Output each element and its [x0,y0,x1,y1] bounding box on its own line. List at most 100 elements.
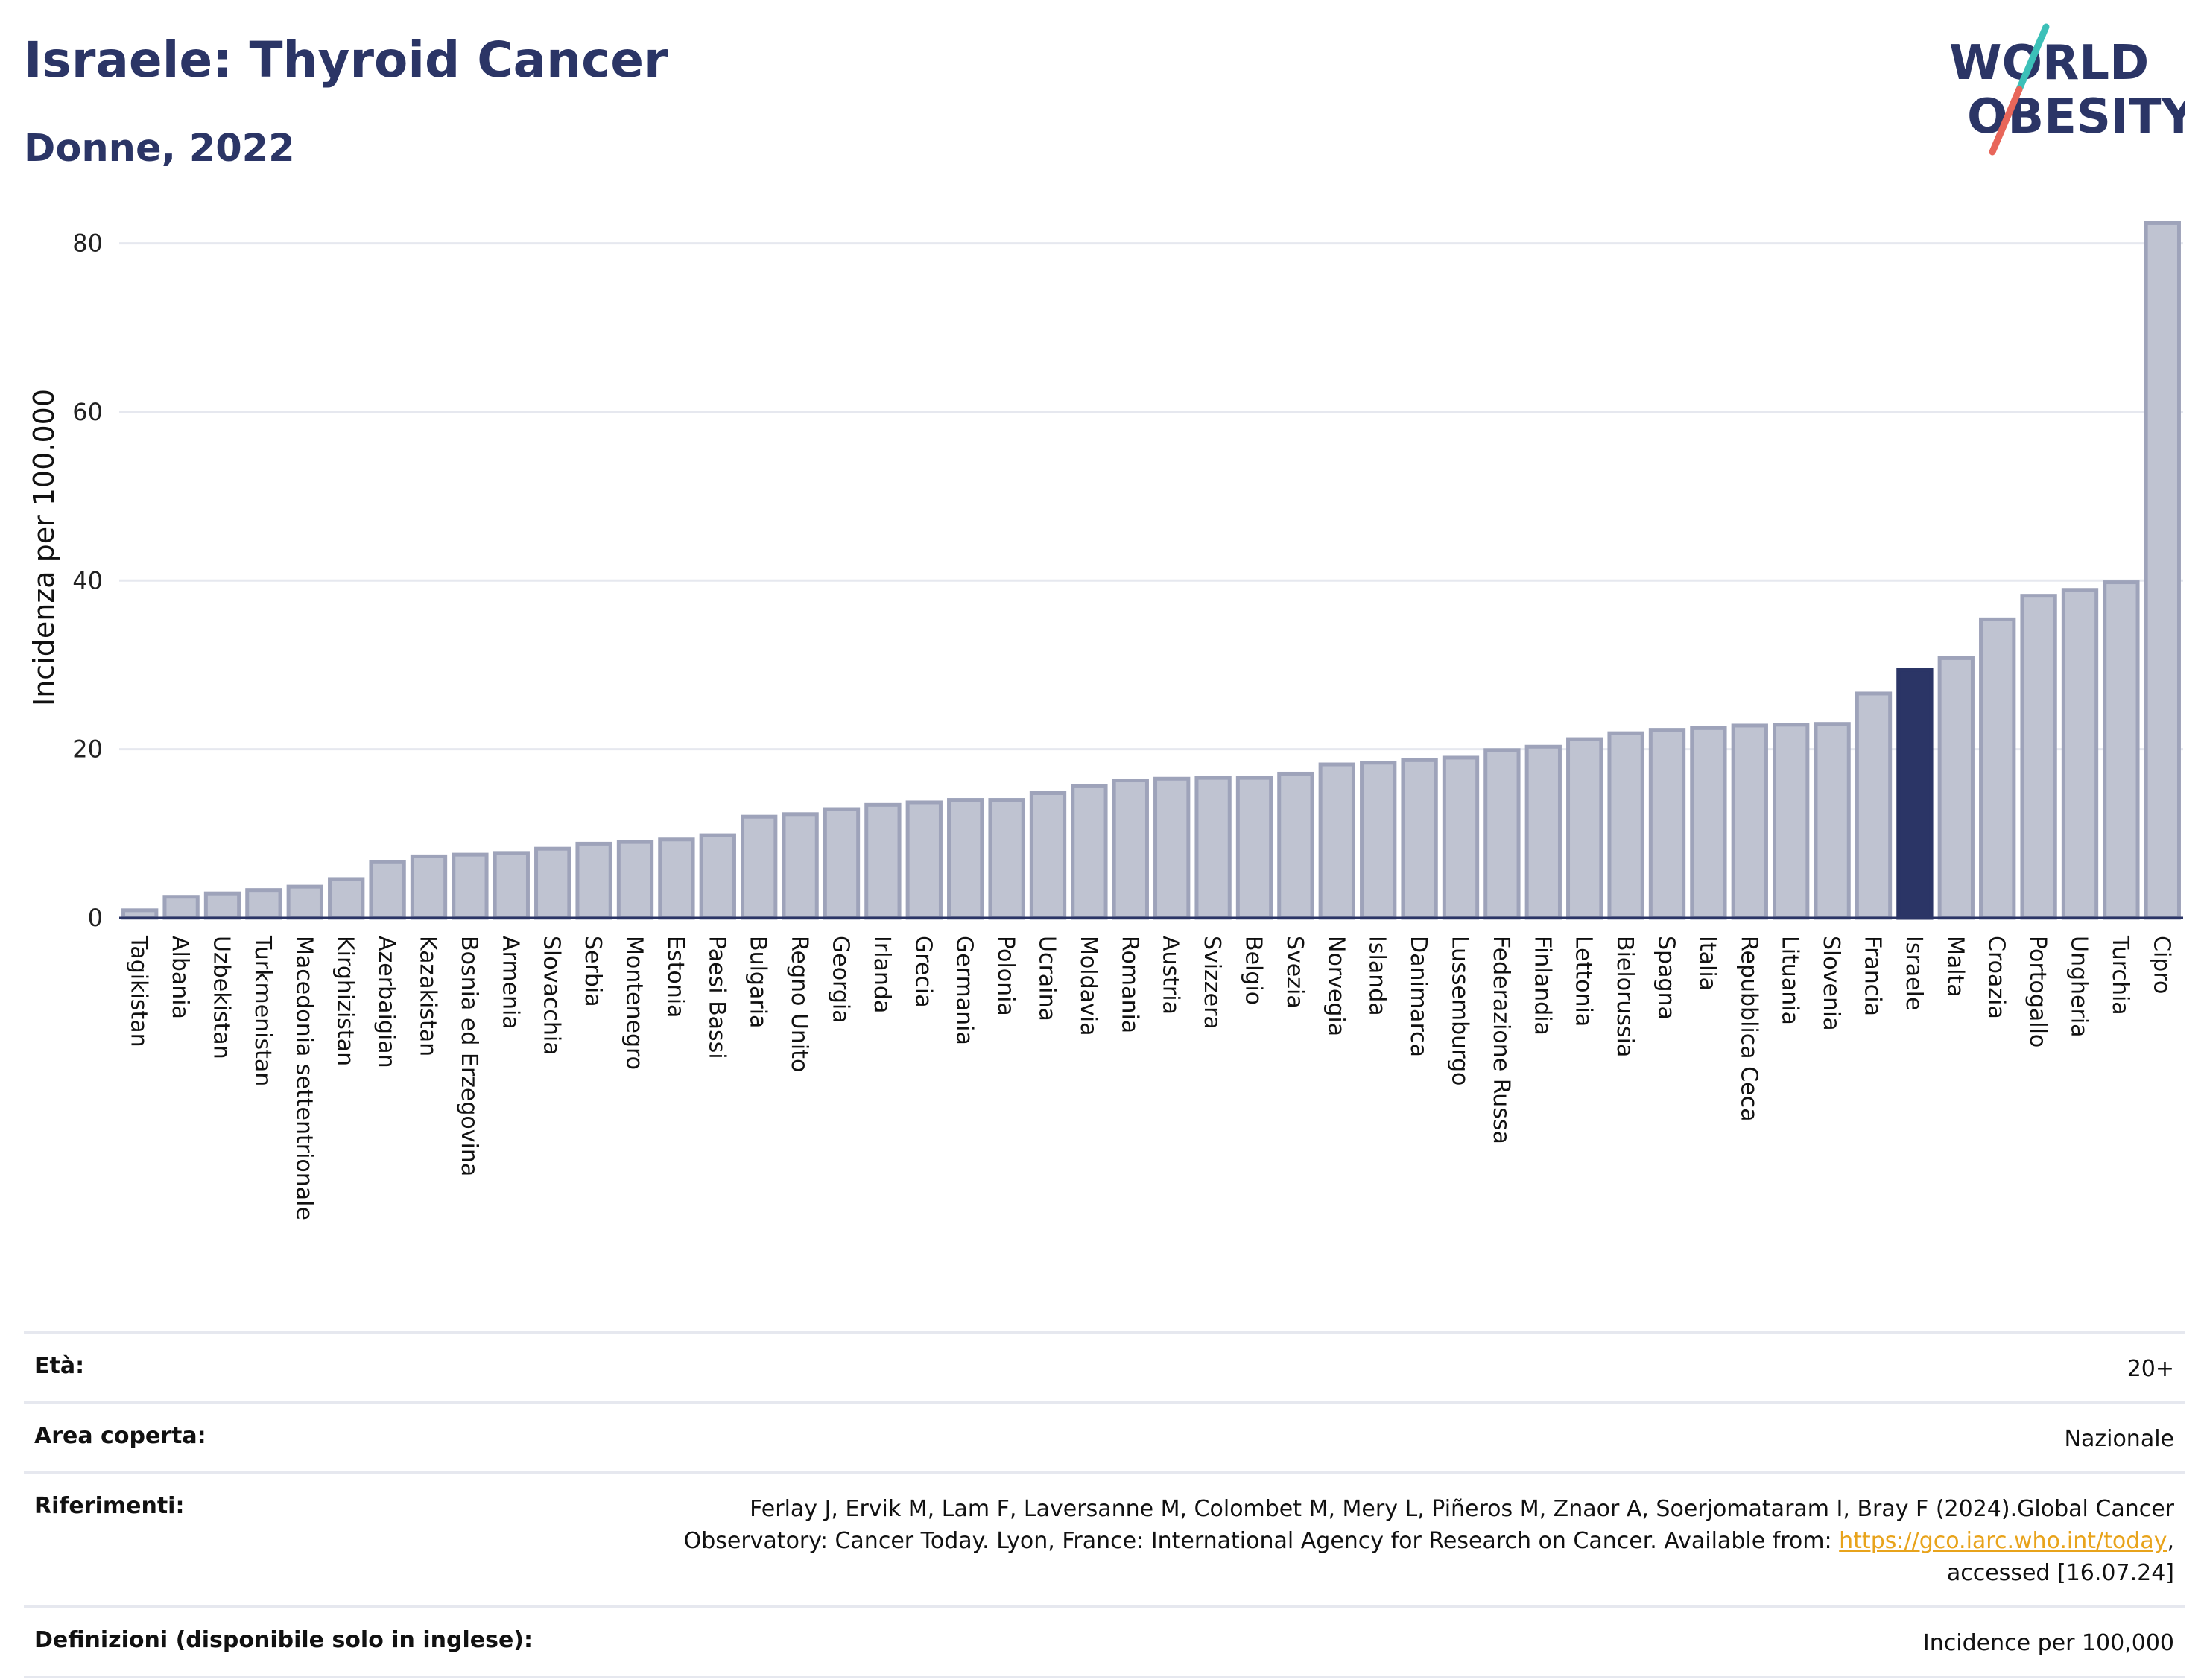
bar-croazia[interactable] [1979,617,2016,920]
definitions-label: Definizioni (disponibile solo in inglese… [34,1627,533,1653]
bar-azerbaigian[interactable] [369,860,406,920]
x-tick-label: Israele [1901,936,1927,1010]
logo-word-world: WORLD [1949,36,2149,91]
bar-lituania[interactable] [1773,723,1810,920]
bar-germania[interactable] [947,798,984,920]
x-tick-label: Federazione Russa [1488,936,1514,1144]
x-tick-label: Montenegro [621,936,647,1070]
references-line-3: accessed [16.07.24] [1946,1560,2174,1586]
x-tick-label: Polonia [992,936,1019,1016]
bar-macedonia-settentrionale[interactable] [286,884,323,920]
references-line-1: Ferlay J, Ervik M, Lam F, Laversanne M, … [750,1496,2174,1522]
x-tick-label: Lettonia [1571,936,1597,1027]
x-tick-label: Regno Unito [786,936,812,1072]
bar-turchia[interactable] [2103,580,2140,920]
bar-polonia[interactable] [988,798,1025,920]
bar-norvegia[interactable] [1318,762,1355,920]
bar-cipro[interactable] [2144,221,2181,920]
bar-moldavia[interactable] [1071,784,1108,920]
bar-albania[interactable] [162,895,200,920]
bar-danimarca[interactable] [1401,758,1438,920]
age-label: Età: [34,1353,85,1379]
page-title: Israele: Thyroid Cancer [24,31,668,89]
bar-armenia[interactable] [493,851,530,920]
logo-slash-top [2015,23,2050,93]
bar-francia[interactable] [1855,691,1893,920]
bar-bosnia-ed-erzegovina[interactable] [452,852,489,920]
x-tick-label: Germania [951,936,978,1045]
bar-ucraina[interactable] [1029,790,1067,920]
bar-repubblica-ceca[interactable] [1731,723,1768,920]
x-tick-label: Lussemburgo [1447,936,1473,1085]
y-axis: 0 20 40 60 80 [72,229,103,932]
bar-chart: Tagikistan Albania Uzbekistan Turkmenistan M… [28,221,2183,1220]
y-axis-label: Incidenza per 100.000 [28,389,60,706]
bar-serbia[interactable] [575,841,612,920]
bar-paesi-bassi[interactable] [699,833,736,920]
bar-bielorussia[interactable] [1607,731,1644,920]
bar-finlandia[interactable] [1524,744,1562,920]
info-table: Età: 20+ Area coperta: Nazionale Riferim… [24,1331,2185,1678]
y-tick-label: 20 [72,735,103,764]
y-tick-label: 60 [72,398,103,426]
bar-portogallo[interactable] [2020,594,2057,920]
bar-regno-unito[interactable] [782,812,819,920]
x-tick-label: Turchia [2107,935,2133,1015]
bar-tagikistan[interactable] [121,908,159,920]
x-tick-label: Bielorussia [1612,936,1638,1057]
bar-federazione-russa[interactable] [1483,748,1521,920]
bar-austria[interactable] [1153,776,1191,920]
references-line-2-end: , [2167,1528,2174,1554]
bar-ungheria[interactable] [2061,588,2099,920]
bar-turkmenistan[interactable] [245,888,282,920]
bar-uzbekistan[interactable] [203,891,241,920]
bar-kazakistan[interactable] [410,854,448,920]
bar-romania[interactable] [1112,779,1149,920]
bar-italia[interactable] [1690,726,1727,920]
bar-islanda[interactable] [1360,761,1397,920]
bar-israele[interactable] [1896,668,1934,920]
bar-lussemburgo[interactable] [1442,755,1480,920]
bar-lettonia[interactable] [1566,737,1603,920]
bar-grecia[interactable] [905,800,943,920]
bar-irlanda[interactable] [864,802,902,920]
page-subtitle: Donne, 2022 [24,127,295,171]
bar-estonia[interactable] [658,837,695,920]
bar-svezia[interactable] [1277,771,1314,920]
x-tick-label: Spagna [1653,936,1679,1020]
area-value: Nazionale [2064,1426,2174,1452]
definitions-value: Incidence per 100,000 [1922,1630,2174,1656]
x-tick-label: Uzbekistan [209,936,235,1059]
bars [121,221,2181,920]
x-tick-label: Serbia [580,936,606,1007]
bar-slovenia[interactable] [1814,722,1851,920]
x-tick-label: Islanda [1364,936,1390,1016]
bar-slovacchia[interactable] [534,846,571,920]
bar-montenegro[interactable] [616,840,654,920]
x-axis: Tagikistan Albania Uzbekistan Turkmenistan M… [119,916,2183,1220]
references-link[interactable]: https://gco.iarc.who.int/today [1839,1528,2167,1554]
x-tick-label: Norvegia [1323,936,1349,1036]
x-tick-label: Georgia [828,936,854,1024]
bar-svizzera[interactable] [1194,776,1232,920]
x-tick-label: Turkmenistan [250,935,276,1086]
bar-georgia[interactable] [823,807,861,920]
x-tick-label: Moldavia [1075,936,1101,1036]
x-tick-label: Svezia [1282,936,1308,1009]
x-tick-label: Cipro [2148,936,2174,994]
bar-kirghizistan[interactable] [328,877,365,920]
world-obesity-logo: WORLD OBESITY [1949,23,2185,156]
bar-belgio[interactable] [1235,776,1273,920]
x-tick-label: Austria [1158,936,1184,1015]
references-value: Ferlay J, Ervik M, Lam F, Laversanne M, … [550,1493,2174,1589]
x-tick-label: Bulgaria [745,936,771,1028]
x-tick-label: Kirghizistan [332,936,358,1066]
x-tick-label: Belgio [1241,936,1267,1005]
references-line-2: Observatory: Cancer Today. Lyon, France:… [683,1528,1840,1554]
x-tick-label: Ungheria [2066,936,2092,1038]
bar-malta[interactable] [1937,656,1975,920]
x-tick-label: Slovacchia [539,936,565,1056]
bar-spagna[interactable] [1648,728,1686,920]
x-tick-label: Italia [1694,936,1720,991]
bar-bulgaria[interactable] [741,814,778,920]
